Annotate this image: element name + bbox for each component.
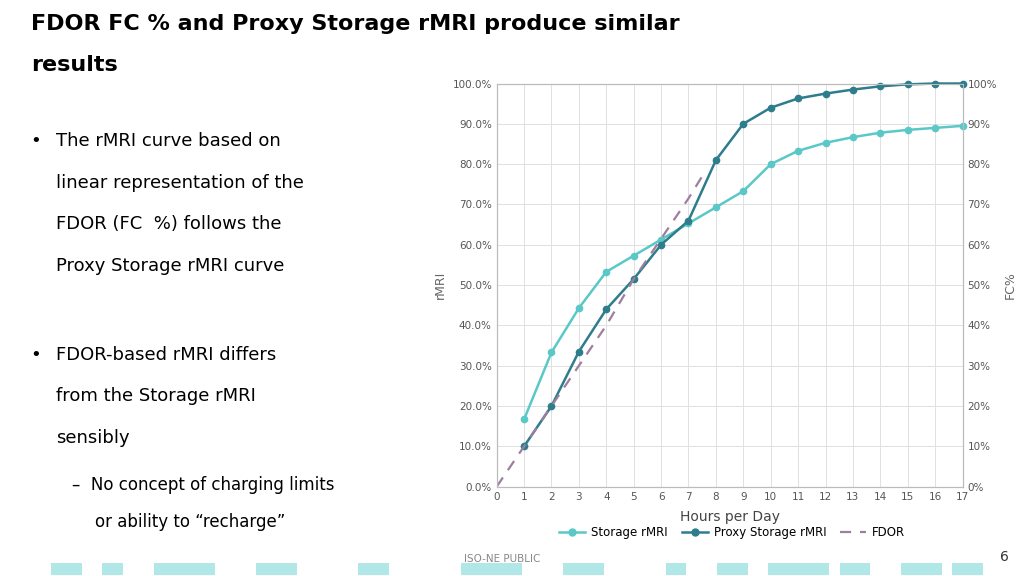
Bar [768, 563, 829, 575]
Proxy Storage rMRI [792, 95, 804, 102]
Storage rMRI [682, 220, 694, 227]
Bar [154, 563, 215, 575]
X-axis label: Hours per Day: Hours per Day [680, 510, 779, 524]
Text: The rMRI curve based on: The rMRI curve based on [56, 132, 281, 150]
Storage rMRI [901, 126, 913, 133]
Y-axis label: FC%: FC% [1004, 271, 1017, 299]
Text: •: • [31, 346, 41, 363]
Storage rMRI [874, 129, 887, 136]
Storage rMRI [710, 204, 722, 211]
Proxy Storage rMRI [628, 276, 640, 283]
Bar [461, 563, 522, 575]
Proxy Storage rMRI [737, 120, 750, 127]
Proxy Storage rMRI [929, 80, 941, 87]
Proxy Storage rMRI [710, 157, 722, 164]
Storage rMRI [655, 236, 668, 243]
Bar [102, 563, 123, 575]
FDOR [572, 362, 585, 369]
Text: FDOR FC % and Proxy Storage rMRI produce similar: FDOR FC % and Proxy Storage rMRI produce… [31, 14, 679, 35]
Bar [901, 563, 942, 575]
Bar [256, 563, 297, 575]
Line: Storage rMRI: Storage rMRI [521, 123, 966, 423]
FDOR [600, 322, 612, 329]
Proxy Storage rMRI [572, 348, 585, 355]
Bar [666, 563, 686, 575]
Bar [51, 563, 82, 575]
Text: FDOR-based rMRI differs: FDOR-based rMRI differs [56, 346, 276, 363]
FDOR [490, 483, 503, 490]
Storage rMRI [546, 349, 558, 356]
Storage rMRI [765, 161, 777, 168]
Text: –  No concept of charging limits: – No concept of charging limits [72, 476, 334, 494]
Proxy Storage rMRI [546, 403, 558, 410]
Storage rMRI [956, 123, 969, 130]
Storage rMRI [572, 305, 585, 312]
Line: FDOR: FDOR [497, 176, 702, 487]
Storage rMRI [628, 252, 640, 259]
Storage rMRI [518, 416, 530, 423]
Storage rMRI [847, 134, 859, 141]
Text: linear representation of the: linear representation of the [56, 174, 304, 192]
Line: Proxy Storage rMRI: Proxy Storage rMRI [521, 81, 966, 449]
Text: 6: 6 [999, 551, 1009, 564]
FDOR [682, 195, 694, 202]
Text: results: results [31, 55, 118, 75]
Proxy Storage rMRI [956, 80, 969, 87]
Bar [563, 563, 604, 575]
Text: from the Storage rMRI: from the Storage rMRI [56, 387, 256, 405]
Legend: Storage rMRI, Proxy Storage rMRI, FDOR: Storage rMRI, Proxy Storage rMRI, FDOR [554, 522, 910, 544]
Text: or ability to “recharge”: or ability to “recharge” [95, 513, 286, 531]
Proxy Storage rMRI [874, 83, 887, 90]
Proxy Storage rMRI [847, 86, 859, 93]
Text: Proxy Storage rMRI curve: Proxy Storage rMRI curve [56, 257, 285, 275]
FDOR [518, 443, 530, 450]
FDOR [696, 173, 709, 180]
Storage rMRI [792, 147, 804, 154]
Storage rMRI [737, 188, 750, 195]
FDOR [546, 403, 558, 410]
Bar [840, 563, 870, 575]
Storage rMRI [600, 268, 612, 275]
Storage rMRI [929, 124, 941, 131]
Bar [358, 563, 389, 575]
Text: sensibly: sensibly [56, 429, 130, 446]
Proxy Storage rMRI [682, 217, 694, 224]
Bar [717, 563, 748, 575]
Proxy Storage rMRI [518, 443, 530, 450]
Y-axis label: rMRI: rMRI [434, 271, 446, 300]
Proxy Storage rMRI [600, 306, 612, 313]
FDOR [655, 235, 668, 242]
Text: ISO-NE PUBLIC: ISO-NE PUBLIC [464, 555, 540, 564]
Proxy Storage rMRI [819, 90, 831, 97]
Bar [952, 563, 983, 575]
Text: •: • [31, 132, 41, 150]
Text: FDOR (FC  %) follows the: FDOR (FC %) follows the [56, 215, 282, 233]
FDOR [628, 276, 640, 283]
Proxy Storage rMRI [655, 241, 668, 248]
Proxy Storage rMRI [901, 81, 913, 88]
Storage rMRI [819, 139, 831, 146]
Proxy Storage rMRI [765, 104, 777, 111]
